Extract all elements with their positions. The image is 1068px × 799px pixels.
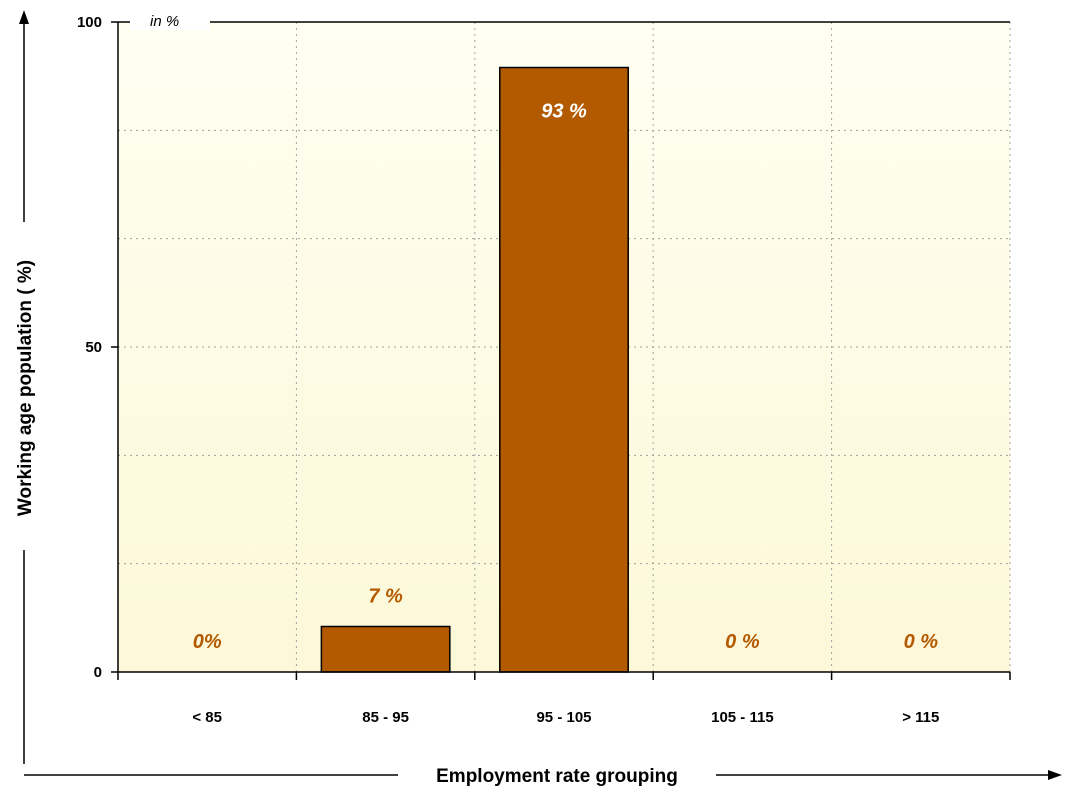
y-axis-title-backdrop bbox=[12, 222, 36, 550]
bars bbox=[320, 66, 629, 673]
category-label: 105 - 115 bbox=[711, 709, 774, 726]
data-labels: < 85 0% 85 - 95 7 % 95 - 105 93 % 105 - 115 0 %… bbox=[192, 101, 939, 727]
y-tick-label: 100 bbox=[77, 14, 102, 31]
y-axis-arrowhead bbox=[19, 10, 29, 24]
data-label: 0% bbox=[193, 631, 222, 653]
unit-label: in % bbox=[150, 13, 179, 30]
category-label: 95 - 105 bbox=[536, 709, 591, 726]
data-label: 93 % bbox=[541, 101, 587, 123]
x-axis-arrowhead bbox=[1048, 770, 1062, 780]
category-label: 85 - 95 bbox=[362, 709, 409, 726]
unit-label-backdrop bbox=[130, 10, 210, 30]
x-axis-title: Employment rate grouping bbox=[436, 766, 678, 787]
data-label: 0 % bbox=[904, 631, 939, 653]
bar bbox=[320, 625, 451, 673]
axis-ticks: 0 50 100 bbox=[77, 14, 1011, 681]
y-tick-label: 0 bbox=[94, 664, 102, 681]
data-label: 0 % bbox=[725, 631, 760, 653]
category-label: < 85 bbox=[192, 709, 222, 726]
bar bbox=[499, 66, 629, 673]
y-tick-label: 50 bbox=[85, 339, 102, 356]
y-axis-title: Working age population ( %) bbox=[15, 260, 36, 516]
category-label: > 115 bbox=[902, 709, 939, 726]
x-axis-title-backdrop bbox=[398, 762, 716, 788]
data-label: 7 % bbox=[368, 586, 403, 608]
